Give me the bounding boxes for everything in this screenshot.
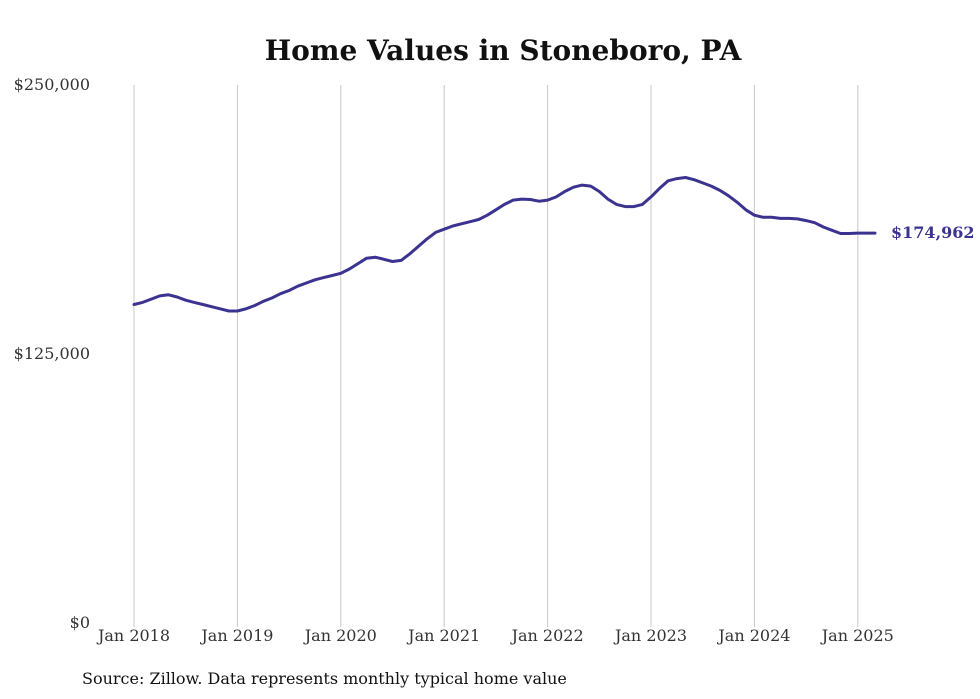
x-tick-label-2024: Jan 2024 bbox=[716, 626, 790, 645]
x-tick-label-2022: Jan 2022 bbox=[510, 626, 584, 645]
x-tick-label-2025: Jan 2025 bbox=[820, 626, 894, 645]
x-tick-label-2021: Jan 2021 bbox=[406, 626, 480, 645]
x-tick-label-2020: Jan 2020 bbox=[303, 626, 377, 645]
y-axis: $0 $125,000 $250,000 bbox=[14, 75, 90, 632]
x-tick-label-2019: Jan 2019 bbox=[199, 626, 273, 645]
series-layer: $174,962 bbox=[132, 176, 975, 313]
x-axis: Jan 2018 Jan 2019 Jan 2020 Jan 2021 Jan 2022… bbox=[96, 626, 894, 645]
chart-title: Home Values in Stoneboro, PA bbox=[265, 34, 743, 67]
y-tick-label-125000: $125,000 bbox=[14, 344, 90, 363]
source-note: Source: Zillow. Data represents monthly … bbox=[82, 669, 567, 688]
end-value-label: $174,962 bbox=[891, 223, 975, 242]
y-tick-label-0: $0 bbox=[70, 613, 90, 632]
x-tick-label-2023: Jan 2023 bbox=[613, 626, 687, 645]
y-tick-label-250000: $250,000 bbox=[14, 75, 90, 94]
grid-lines bbox=[133, 85, 859, 627]
x-tick-label-2018: Jan 2018 bbox=[96, 626, 170, 645]
home-value-line bbox=[132, 176, 877, 313]
